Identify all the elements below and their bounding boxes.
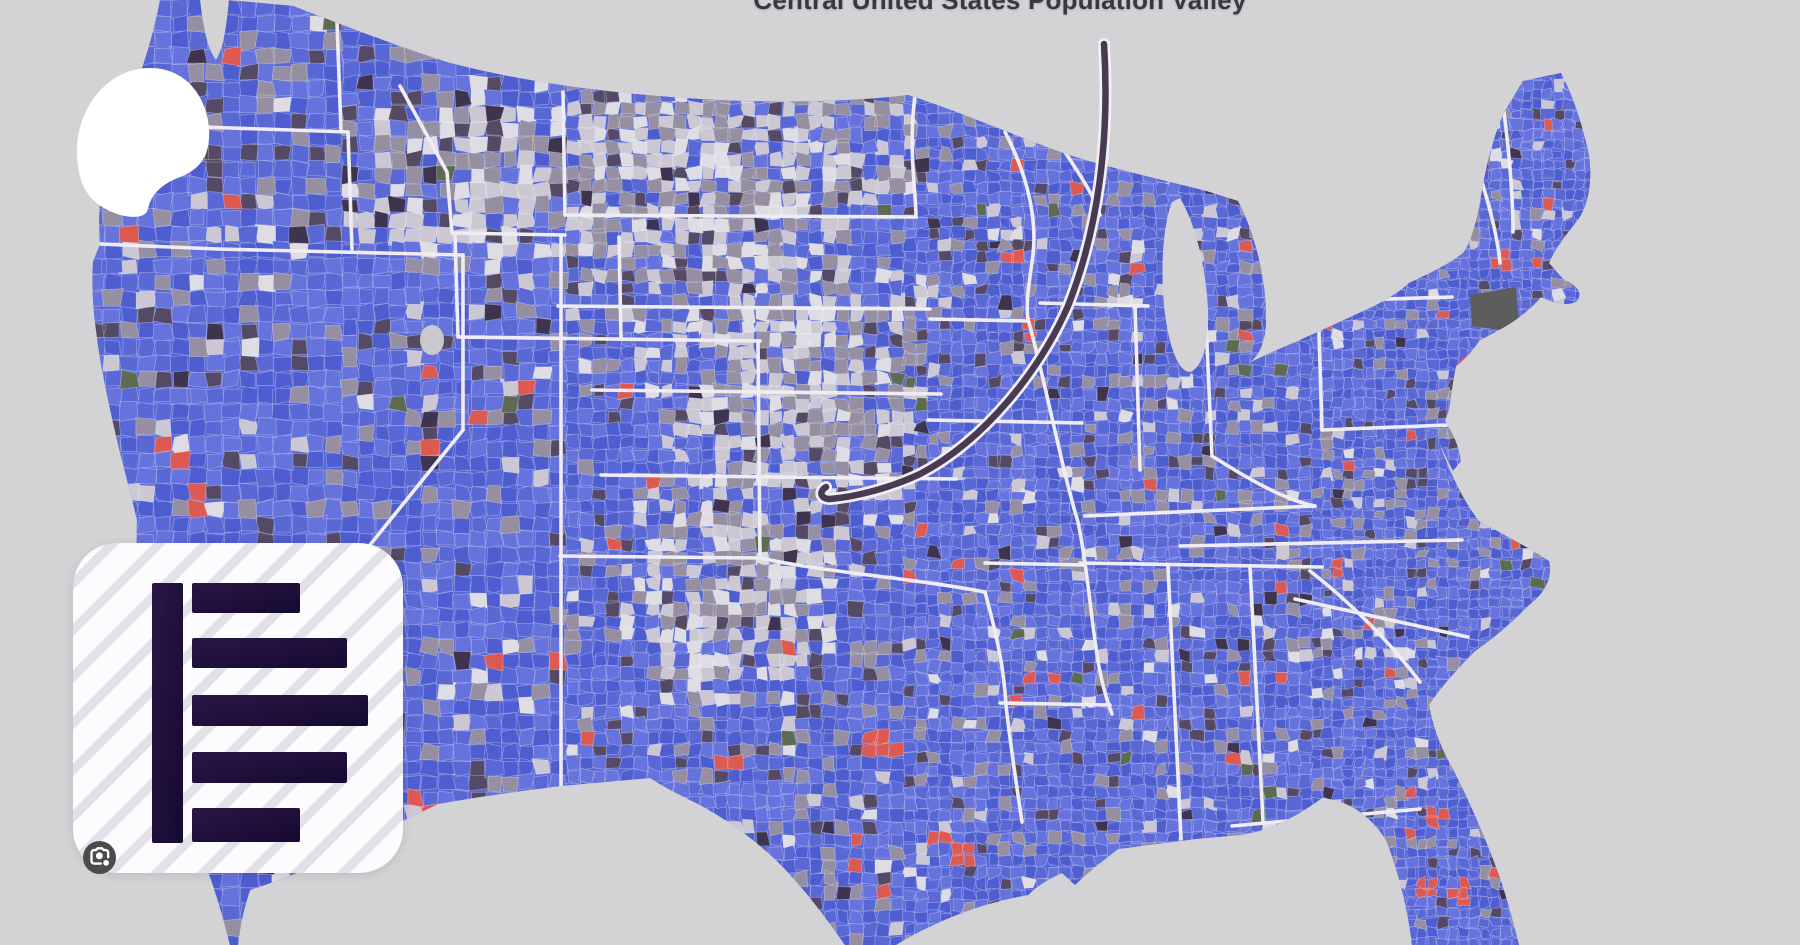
- result-card[interactable]: [73, 543, 403, 874]
- bar-chart-logo: [152, 583, 368, 843]
- logo-bar-1: [192, 583, 300, 613]
- logo-bar-5: [192, 808, 300, 842]
- logo-bar-3: [192, 695, 368, 726]
- logo-axis-bar: [152, 583, 183, 843]
- lake-michigan: [1162, 198, 1209, 372]
- logo-bar-2: [192, 638, 347, 668]
- connecticut-gray-block: [1470, 287, 1519, 330]
- annotation-curve: [815, 38, 1112, 506]
- great-salt-lake: [420, 325, 444, 355]
- logo-bar-4: [192, 752, 347, 783]
- map-title: Central United States Population Valley: [753, 0, 1247, 15]
- lens-camera-button[interactable]: [83, 841, 116, 874]
- camera-search-icon: [90, 847, 110, 866]
- county-mosaic: [92, 0, 1591, 945]
